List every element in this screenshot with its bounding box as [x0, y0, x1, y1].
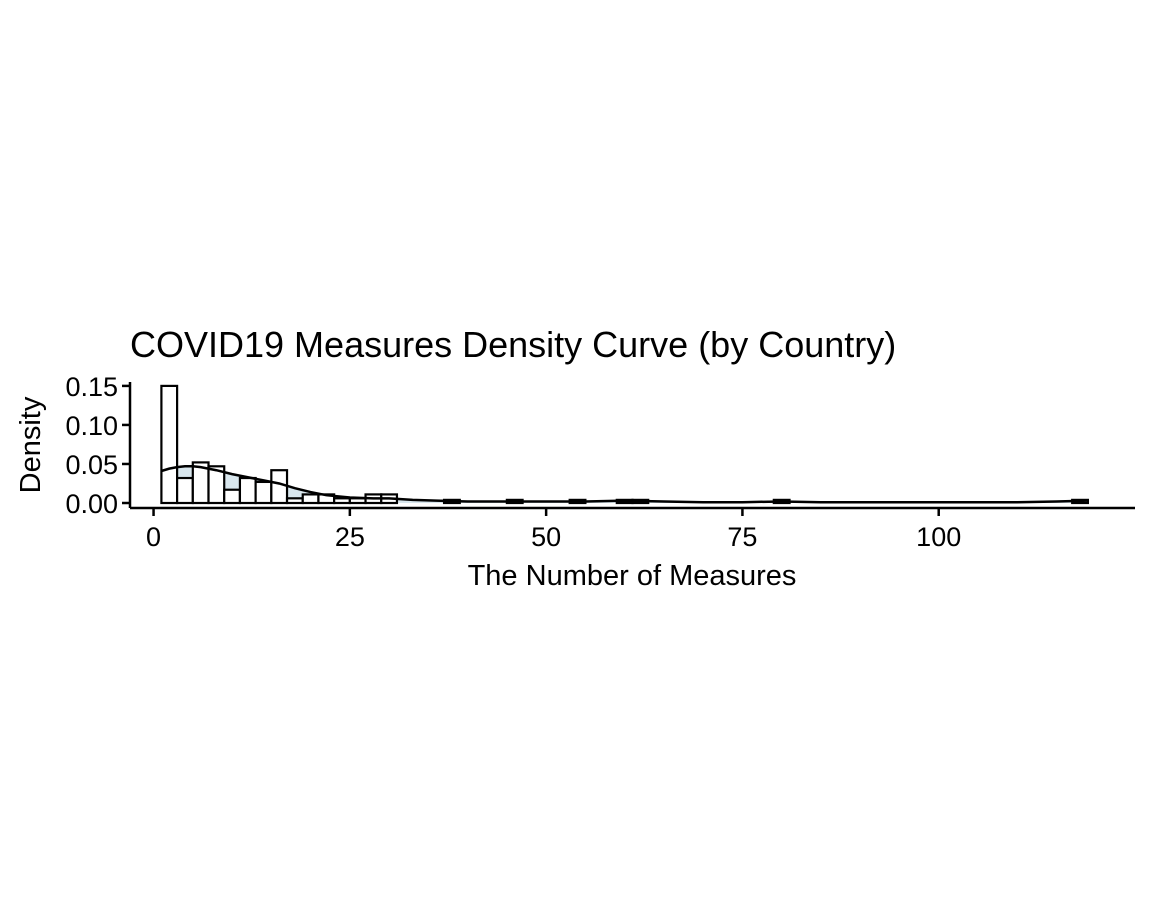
y-tick-label-3: 0.15: [65, 372, 118, 402]
histogram-bar-6: [254, 480, 273, 505]
x-axis-title: The Number of Measures: [468, 560, 797, 592]
histogram-bars: [160, 384, 1089, 505]
x-tick-label-1: 25: [335, 522, 365, 552]
chart-title: COVID19 Measures Density Curve (by Count…: [130, 324, 896, 365]
histogram-bar-0: [160, 384, 179, 505]
histogram-bar-8: [285, 497, 304, 505]
histogram-bar-7: [270, 469, 289, 505]
y-tick-label-2: 0.10: [65, 411, 118, 441]
density-line-layer: [161, 465, 1088, 504]
histogram-bar-9: [301, 493, 320, 505]
histogram-bar-1: [176, 476, 194, 505]
x-tick-label-4: 100: [916, 522, 961, 552]
histogram-bar-5: [238, 476, 257, 505]
x-axis-ticks: 0 25 50 75 100: [146, 508, 961, 552]
histogram-bar-3: [207, 465, 226, 505]
x-tick-label-0: 0: [146, 522, 161, 552]
y-axis-ticks: 0.00 0.05 0.10 0.15: [65, 372, 130, 519]
x-tick-label-3: 75: [727, 522, 757, 552]
histogram-bar-11: [333, 497, 351, 505]
y-tick-label-1: 0.05: [65, 450, 118, 480]
x-tick-label-2: 50: [531, 522, 561, 552]
y-tick-label-0: 0.00: [65, 489, 118, 519]
density-curve: [161, 465, 1088, 504]
y-axis-title: Density: [15, 396, 47, 493]
histogram-bar-4: [223, 488, 242, 505]
